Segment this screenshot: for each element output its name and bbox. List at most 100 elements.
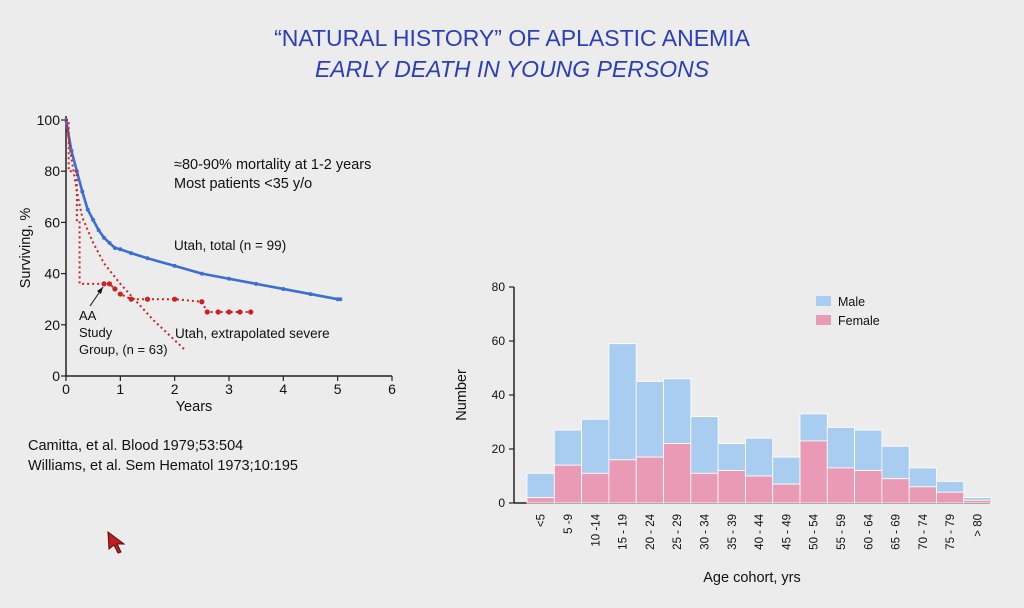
aa-pointer-arrowhead [97,287,103,294]
bar-female [526,497,555,504]
series-utah-total-point [172,263,177,268]
bar-female [772,483,801,504]
label-utah-total: Utah, total (n = 99) [174,238,286,253]
bar-female [854,470,883,504]
series-aa-study-point [117,291,123,297]
mouse-cursor-icon [107,530,126,554]
x-tick-label: 55 - 59 [836,514,848,550]
y-axis-label: Number [454,369,470,421]
legend-female-swatch [816,315,831,325]
y-tick-label: 100 [37,112,61,128]
bar-female [690,472,719,504]
reference-williams: Williams, et al. Sem Hematol 1973;10:195 [28,458,298,474]
bar-male [553,429,582,466]
series-aa-study-point [204,309,210,315]
series-utah-total-point [80,189,85,194]
y-tick-label: 0 [498,496,505,510]
bar-male [963,497,992,501]
bar-female [745,475,774,504]
series-utah-total-point [96,228,101,233]
label-aa-line1: AA [79,308,97,323]
bar-female [881,478,910,504]
x-tick-label: 15 - 19 [618,514,630,550]
series-utah-total-point [118,247,123,252]
x-tick-label: 50 - 54 [809,513,821,549]
y-tick-label: 20 [44,317,60,333]
bar-male [799,413,828,442]
series-aa-study-point [112,286,118,292]
slide-subtitle: EARLY DEATH IN YOUNG PERSONS [314,56,710,82]
series-aa-study-point [106,281,113,287]
y-tick-label: 20 [492,442,506,456]
x-tick-label: 75 - 79 [945,514,957,550]
bar-female [936,491,965,504]
series-aa-study-point [237,309,243,315]
x-tick-label: 40 - 44 [754,513,766,549]
bar-male [826,426,855,469]
y-tick-label: 60 [44,214,60,230]
label-aa-line3: Group, (n = 63) [79,342,168,357]
series-aa-study-line [66,119,251,313]
x-tick-label: 25 - 29 [672,514,684,550]
bar-female [635,456,664,504]
x-tick-label: 4 [279,381,287,397]
x-tick-label: 0 [62,381,70,397]
x-tick-label: 2 [171,381,179,397]
x-tick-label: 65 - 69 [891,514,903,550]
series-aa-study-point [226,309,232,315]
references: Camitta, et al. Blood 1979;53:504 Willia… [28,436,298,476]
x-tick-label: 5 [334,381,342,397]
x-tick-label: 60 - 64 [863,513,875,549]
label-utah-severe: Utah, extrapolated severe [175,326,330,341]
bar-male [908,467,937,488]
bar-female [663,443,692,504]
bar-male [581,418,610,474]
series-utah-total-point [338,297,343,302]
y-tick-label: 80 [492,280,506,294]
x-tick-label: 6 [388,381,396,397]
reference-camitta: Camitta, et al. Blood 1979;53:504 [28,438,244,454]
bar-male [854,429,883,472]
label-aa-line2: Study [79,325,113,340]
series-utah-total-point [281,286,286,291]
x-tick-label: 30 - 34 [699,513,711,549]
legend-male-label: Male [838,295,865,309]
bar-male [635,381,664,458]
bar-female [826,467,855,504]
bar-male [936,480,965,493]
legend-male-swatch [816,296,831,306]
bar-male [745,437,774,477]
series-utah-total-point [85,207,90,212]
series-utah-total-point [91,217,96,222]
y-tick-label: 0 [52,368,60,384]
series-utah-total-point [102,235,107,240]
series-aa-study-point [215,309,221,315]
series-aa-study-point [199,299,205,305]
bar-female [581,472,610,504]
x-tick-label: 3 [225,381,233,397]
x-tick-label: 10 -14 [590,513,602,546]
series-utah-total-point [254,281,259,286]
slide-title: “NATURAL HISTORY” OF APLASTIC ANEMIA [274,25,750,51]
y-tick-label: 40 [492,388,506,402]
bar-male [663,378,692,444]
x-tick-label: 35 - 39 [727,514,739,550]
bar-female [553,464,582,504]
y-tick-label: 80 [44,163,60,179]
series-utah-severe-line [65,119,187,352]
series-utah-total-point [227,276,231,281]
bar-male [608,343,637,461]
series-utah-total-point [112,246,117,250]
series-utah-total-point [107,240,112,245]
bar-female [608,459,637,504]
series-aa-study-point [248,309,254,315]
series-aa-study-point [101,281,107,287]
bar-male [526,472,555,498]
series-utah-total-point [145,256,150,261]
y-tick-label: 60 [492,334,506,348]
y-axis-label: Surviving, % [18,208,34,289]
series-utah-total-point [308,292,313,297]
note-mortality: ≈80-90% mortality at 1-2 years [174,157,371,173]
